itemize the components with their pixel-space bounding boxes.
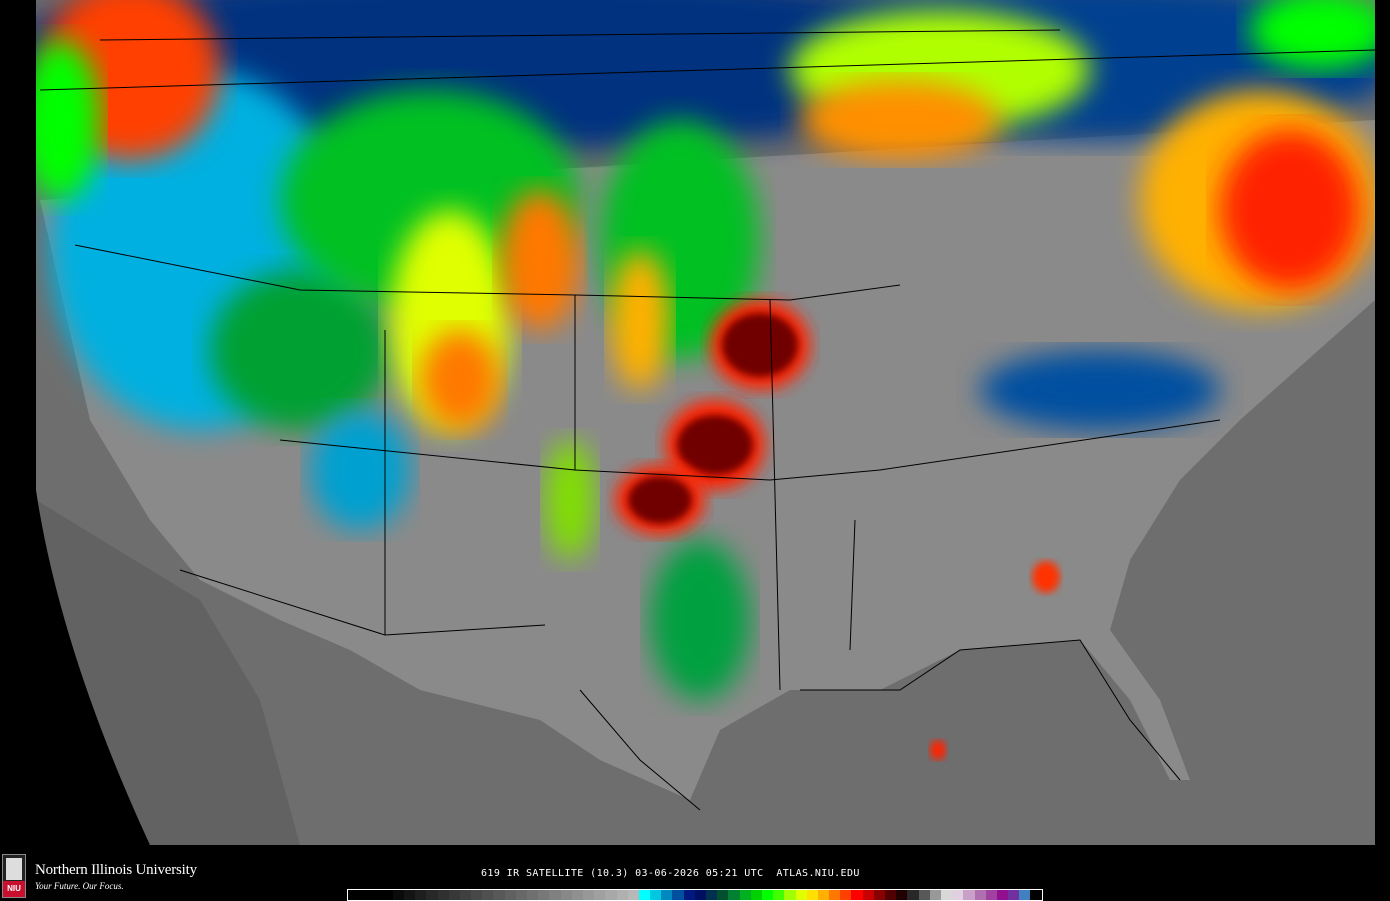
colorbar-swatch	[996, 890, 1009, 900]
colorbar-swatch	[728, 890, 740, 900]
colorbar-swatch	[885, 890, 897, 900]
state-borders	[39, 29, 1375, 811]
cloud-band	[545, 440, 595, 560]
university-name: Northern Illinois University	[35, 862, 197, 878]
colorbar-swatch	[817, 890, 830, 900]
colorbar-swatch	[638, 890, 651, 900]
colorbar-swatch	[896, 890, 908, 900]
storm-cell	[1032, 561, 1060, 593]
colorbar-swatch	[694, 890, 706, 900]
colorbar-swatch	[627, 890, 639, 900]
imagery-layer	[36, 0, 1375, 845]
colorbar-swatch	[784, 890, 796, 900]
cloud-band	[36, 40, 100, 200]
colorbar-swatch	[929, 890, 941, 900]
cloud-band	[1220, 130, 1360, 290]
colorbar-swatch	[515, 890, 527, 900]
colorbar-swatch	[538, 890, 550, 900]
colorbar-swatch	[829, 890, 841, 900]
colorbar-swatch	[761, 890, 774, 900]
colorbar-swatch	[907, 890, 919, 900]
colorbar-swatch	[862, 890, 874, 900]
colorbar-swatch	[683, 890, 695, 900]
colorbar-swatch	[426, 890, 438, 900]
colorbar-swatch	[504, 890, 516, 900]
mexico-terrain	[36, 490, 300, 845]
niu-seal-text: NIU	[3, 881, 25, 897]
colorbar-swatch	[739, 890, 751, 900]
colorbar-swatch	[1030, 890, 1042, 900]
colorbar-swatch	[582, 890, 595, 900]
colorbar-swatch	[348, 890, 360, 900]
colorbar-swatch	[974, 890, 986, 900]
colorbar-swatch	[985, 890, 997, 900]
colorbar-swatch	[750, 890, 762, 900]
niu-logo[interactable]: NIU Northern Illinois University Your Fu…	[2, 854, 197, 898]
colorbar-swatch	[806, 890, 818, 900]
university-tagline: Your Future. Our Focus.	[35, 881, 124, 891]
colorbar-swatch	[773, 890, 785, 900]
colorbar-swatch	[437, 890, 449, 900]
colorbar-swatch	[706, 890, 718, 900]
cloud-band	[310, 410, 410, 530]
storm-cells	[615, 300, 1060, 760]
colorbar-swatch	[560, 890, 572, 900]
colorbar-swatch	[1008, 890, 1020, 900]
storm-cell-core	[628, 476, 692, 524]
colorbar-swatch	[359, 890, 371, 900]
storm-cell-core	[677, 415, 753, 475]
colorbar-swatch	[403, 890, 416, 900]
colorbar-swatch	[549, 890, 561, 900]
colorbar-swatch	[459, 890, 472, 900]
colorbar-swatch	[392, 890, 404, 900]
colorbar-swatch	[605, 890, 617, 900]
colorbar-swatch	[370, 890, 382, 900]
storm-cell	[930, 740, 946, 760]
colorbar-swatch	[795, 890, 807, 900]
colorbar-swatch	[661, 890, 673, 900]
cloud-band	[1250, 0, 1375, 70]
temperature-colorbar	[347, 889, 1043, 901]
colorbar-swatch	[493, 890, 505, 900]
colorbar-swatch	[448, 890, 460, 900]
niu-seal-icon: NIU	[2, 854, 26, 898]
colorbar-swatch	[571, 890, 583, 900]
image-caption: 619 IR SATELLITE (10.3) 03-06-2026 05:21…	[481, 868, 860, 879]
colorbar-swatch	[471, 890, 483, 900]
colorbar-swatch	[873, 890, 885, 900]
cloud-band	[610, 250, 670, 390]
satellite-map	[36, 0, 1375, 845]
storm-cell-core	[722, 313, 798, 377]
colorbar-swatch	[482, 890, 494, 900]
colorbar-swatch	[717, 890, 729, 900]
colorbar-swatch	[952, 890, 964, 900]
colorbar-swatch	[840, 890, 852, 900]
cloud-band	[500, 190, 580, 330]
cloud-cover	[36, 0, 1375, 700]
cloud-band	[650, 540, 750, 700]
colorbar-swatch	[594, 890, 606, 900]
cloud-band	[800, 80, 1000, 160]
colorbar-swatch	[415, 890, 427, 900]
colorbar-swatch	[650, 890, 662, 900]
colorbar-swatch	[672, 890, 684, 900]
colorbar-swatch	[381, 890, 393, 900]
footer-bar: NIU Northern Illinois University Your Fu…	[0, 848, 1390, 901]
cloud-band	[980, 350, 1220, 430]
colorbar-swatch	[940, 890, 953, 900]
colorbar-swatch	[963, 890, 975, 900]
colorbar-swatch	[918, 890, 930, 900]
colorbar-swatch	[851, 890, 863, 900]
colorbar-swatch	[1019, 890, 1031, 900]
cloud-band	[210, 270, 390, 430]
cloud-band	[420, 330, 500, 430]
colorbar-swatch	[616, 890, 628, 900]
colorbar-swatch	[527, 890, 539, 900]
